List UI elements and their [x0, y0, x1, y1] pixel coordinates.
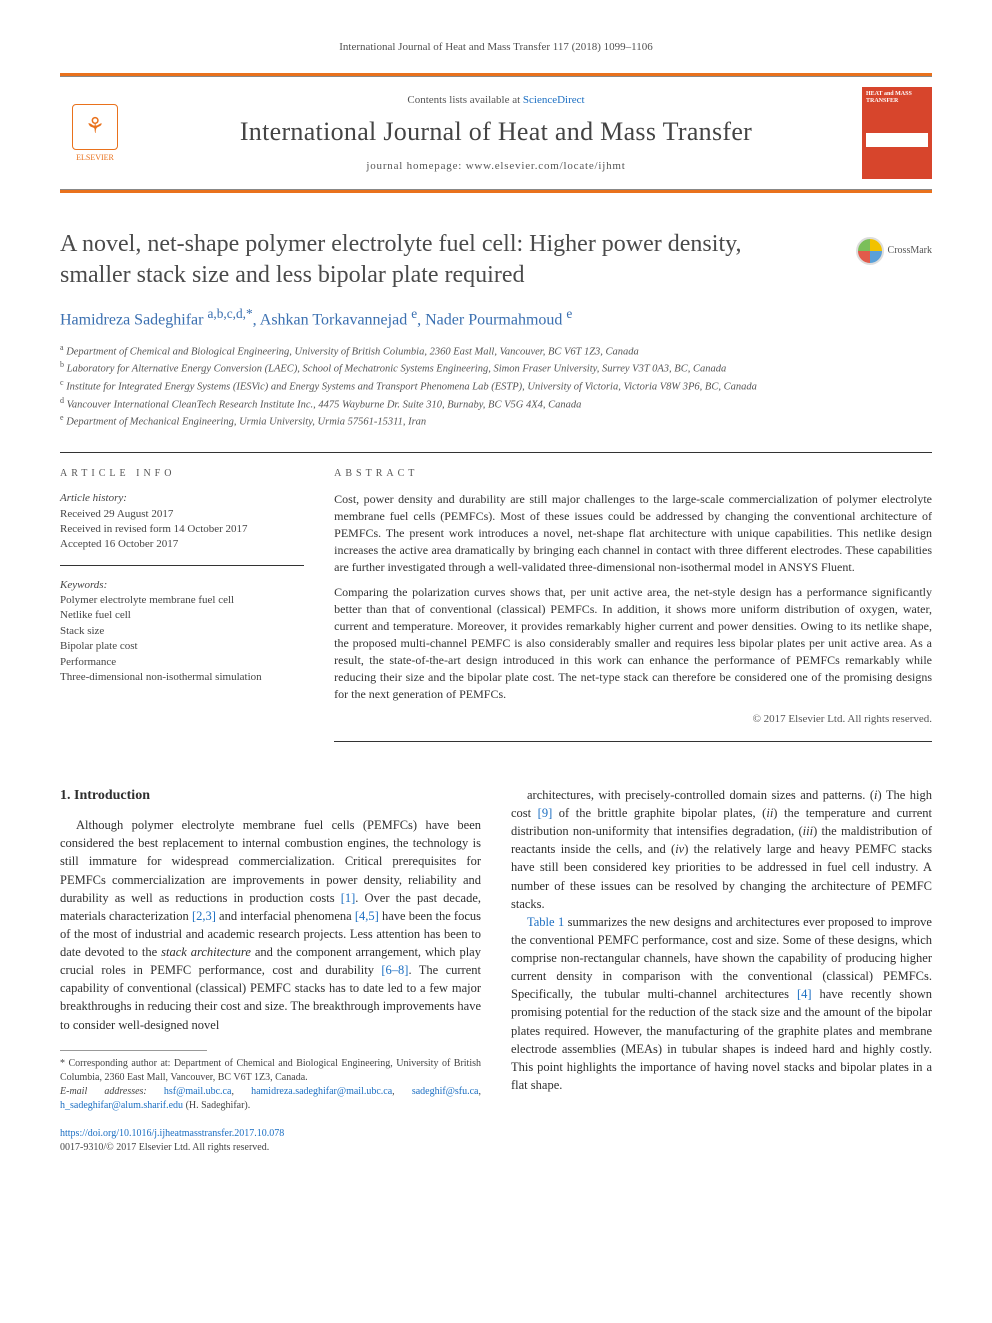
crossmark-badge[interactable]: CrossMark	[856, 237, 932, 265]
intro-paragraph-3: Table 1 summarizes the new designs and a…	[511, 913, 932, 1094]
homepage-url: www.elsevier.com/locate/ijhmt	[466, 160, 626, 172]
keywords-block: Keywords: Polymer electrolyte membrane f…	[60, 578, 304, 686]
cover-label: HEAT and MASS TRANSFER	[866, 91, 928, 104]
article-info-column: ARTICLE INFO Article history: Received 2…	[60, 452, 304, 742]
issn-copyright: 0017-9310/© 2017 Elsevier Ltd. All right…	[60, 1142, 269, 1153]
article-history: Article history: Received 29 August 2017…	[60, 491, 304, 566]
keyword-line: Three-dimensional non-isothermal simulat…	[60, 670, 304, 685]
contents-prefix: Contents lists available at	[407, 94, 522, 106]
elsevier-tree-icon: ⚘	[72, 104, 118, 150]
doi-link[interactable]: https://doi.org/10.1016/j.ijheatmasstran…	[60, 1128, 284, 1139]
email-label: E-mail addresses:	[60, 1086, 147, 1097]
rule-bottom	[60, 190, 932, 193]
intro-paragraph-2: architectures, with precisely-controlled…	[511, 786, 932, 913]
affiliation-line: e Department of Mechanical Engineering, …	[60, 412, 932, 430]
homepage-prefix: journal homepage:	[366, 160, 465, 172]
abstract-column: ABSTRACT Cost, power density and durabil…	[334, 452, 932, 742]
abstract-copyright: © 2017 Elsevier Ltd. All rights reserved…	[334, 712, 932, 727]
affiliation-line: d Vancouver International CleanTech Rese…	[60, 395, 932, 413]
masthead-center: Contents lists available at ScienceDirec…	[148, 93, 844, 174]
keyword-line: Bipolar plate cost	[60, 639, 304, 654]
abstract-label: ABSTRACT	[334, 467, 932, 481]
intro-paragraph-1: Although polymer electrolyte membrane fu…	[60, 816, 481, 1034]
contents-line: Contents lists available at ScienceDirec…	[148, 93, 844, 108]
publisher-name: ELSEVIER	[76, 152, 114, 163]
body-col-left: 1. Introduction Although polymer electro…	[60, 786, 481, 1156]
keyword-line: Stack size	[60, 624, 304, 639]
keyword-line: Netlike fuel cell	[60, 608, 304, 623]
history-line: Received 29 August 2017	[60, 507, 304, 522]
keyword-line: Performance	[60, 655, 304, 670]
elsevier-logo: ⚘ ELSEVIER	[60, 94, 130, 172]
affiliation-line: a Department of Chemical and Biological …	[60, 342, 932, 360]
history-line: Received in revised form 14 October 2017	[60, 522, 304, 537]
affiliation-line: b Laboratory for Alternative Energy Conv…	[60, 359, 932, 377]
running-head: International Journal of Heat and Mass T…	[60, 40, 932, 55]
abstract-rule	[334, 741, 932, 742]
article-header: CrossMark A novel, net-shape polymer ele…	[60, 229, 932, 430]
journal-cover-thumb: HEAT and MASS TRANSFER	[862, 87, 932, 179]
authors-line: Hamidreza Sadeghifar a,b,c,d,*, Ashkan T…	[60, 305, 932, 332]
info-abstract-row: ARTICLE INFO Article history: Received 2…	[60, 452, 932, 742]
cover-graphic	[866, 133, 928, 147]
abstract-paragraph: Cost, power density and durability are s…	[334, 491, 932, 576]
email-line: E-mail addresses: hsf@mail.ubc.ca, hamid…	[60, 1085, 481, 1113]
history-line: Accepted 16 October 2017	[60, 537, 304, 552]
affiliations: a Department of Chemical and Biological …	[60, 342, 932, 431]
body-col-right: architectures, with precisely-controlled…	[511, 786, 932, 1156]
history-label: Article history:	[60, 491, 304, 506]
article-info-label: ARTICLE INFO	[60, 467, 304, 481]
footnotes: * Corresponding author at: Department of…	[60, 1057, 481, 1113]
keywords-label: Keywords:	[60, 578, 304, 593]
journal-title: International Journal of Heat and Mass T…	[148, 114, 844, 150]
body-columns: 1. Introduction Although polymer electro…	[60, 786, 932, 1156]
intro-heading: 1. Introduction	[60, 786, 481, 806]
keyword-line: Polymer electrolyte membrane fuel cell	[60, 593, 304, 608]
doi-block: https://doi.org/10.1016/j.ijheatmasstran…	[60, 1127, 481, 1156]
footnote-rule	[60, 1050, 207, 1051]
crossmark-icon	[856, 237, 884, 265]
sciencedirect-link[interactable]: ScienceDirect	[523, 94, 585, 106]
corresponding-author-note: * Corresponding author at: Department of…	[60, 1057, 481, 1085]
affiliation-line: c Institute for Integrated Energy System…	[60, 377, 932, 395]
crossmark-label: CrossMark	[888, 244, 932, 258]
homepage-line: journal homepage: www.elsevier.com/locat…	[148, 159, 844, 174]
abstract-paragraph: Comparing the polarization curves shows …	[334, 584, 932, 703]
abstract-text: Cost, power density and durability are s…	[334, 491, 932, 703]
masthead: ⚘ ELSEVIER Contents lists available at S…	[60, 76, 932, 190]
article-title: A novel, net-shape polymer electrolyte f…	[60, 229, 758, 290]
